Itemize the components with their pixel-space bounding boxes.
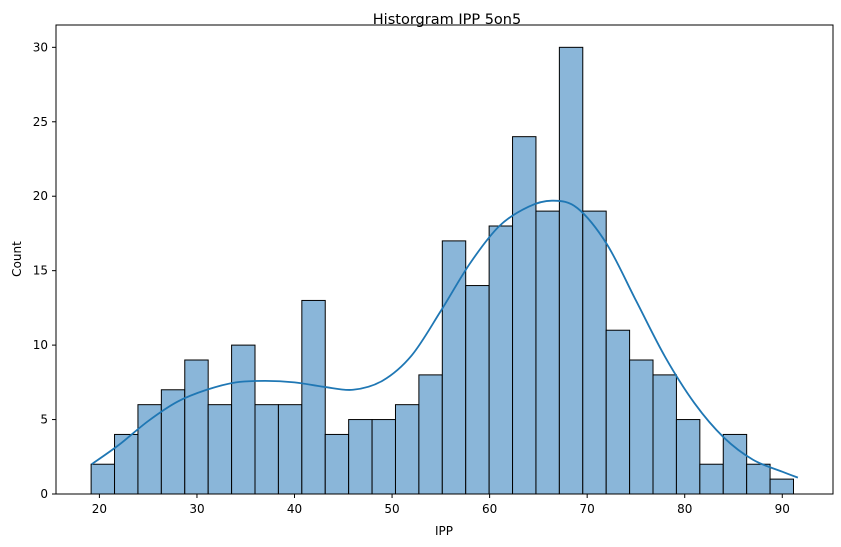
- histogram-bar: [160, 389, 186, 495]
- histogram-bar: [488, 225, 514, 495]
- histogram-bar: [699, 463, 724, 495]
- y-tick-label: 10: [33, 338, 48, 352]
- x-tick-label: 70: [580, 502, 595, 516]
- y-axis-label: Count: [10, 241, 24, 277]
- histogram-bar: [254, 404, 279, 495]
- histogram-bar: [605, 329, 631, 495]
- histogram-bar: [90, 463, 116, 495]
- y-tick-label: 25: [33, 115, 48, 129]
- y-tick-label: 20: [33, 189, 48, 203]
- histogram-bar: [207, 404, 233, 495]
- histogram-bar: [746, 463, 771, 495]
- histogram-bar: [231, 344, 256, 495]
- histogram-bar: [394, 404, 420, 495]
- histogram-bar: [629, 359, 654, 495]
- histogram-bar: [441, 240, 467, 495]
- y-tick-label: 5: [40, 413, 48, 427]
- x-tick-label: 40: [287, 502, 302, 516]
- x-tick-label: 80: [677, 502, 692, 516]
- histogram-bar: [769, 478, 794, 495]
- histogram-bar: [535, 210, 560, 495]
- histogram-bar: [418, 374, 443, 495]
- histogram-bar: [301, 299, 326, 495]
- histogram-bar: [675, 419, 701, 495]
- histogram-bar: [465, 285, 490, 495]
- histogram-bar: [371, 419, 396, 495]
- y-tick-label: 15: [33, 264, 48, 278]
- x-tick-label: 90: [775, 502, 790, 516]
- histogram-bar: [277, 404, 303, 495]
- histogram-bar: [722, 433, 748, 495]
- chart-title: Historgram IPP 5on5: [373, 12, 521, 28]
- kde-curve: [91, 199, 799, 479]
- x-axis-ticks: 20 30 40 50 60 70 80 90: [92, 494, 790, 516]
- histogram-bar: [512, 136, 537, 495]
- y-tick-label: 0: [40, 487, 48, 501]
- x-tick-label: 50: [384, 502, 399, 516]
- x-tick-label: 60: [482, 502, 497, 516]
- histogram-bar: [348, 419, 373, 495]
- x-tick-label: 30: [189, 502, 204, 516]
- x-tick-label: 20: [92, 502, 107, 516]
- y-axis-ticks: 0 5 10 15 20 25 30: [33, 40, 56, 501]
- histogram-bar: [114, 433, 139, 495]
- x-axis-label: IPP: [435, 524, 453, 538]
- histogram-bar: [137, 404, 162, 495]
- histogram-bar: [324, 433, 350, 495]
- histogram-bars: [90, 46, 794, 495]
- plot-frame: [55, 24, 834, 495]
- y-tick-label: 30: [33, 40, 48, 54]
- histogram-bar: [582, 210, 607, 495]
- histogram-bar: [184, 359, 209, 495]
- histogram-bar: [652, 374, 677, 495]
- histogram-bar: [558, 46, 584, 495]
